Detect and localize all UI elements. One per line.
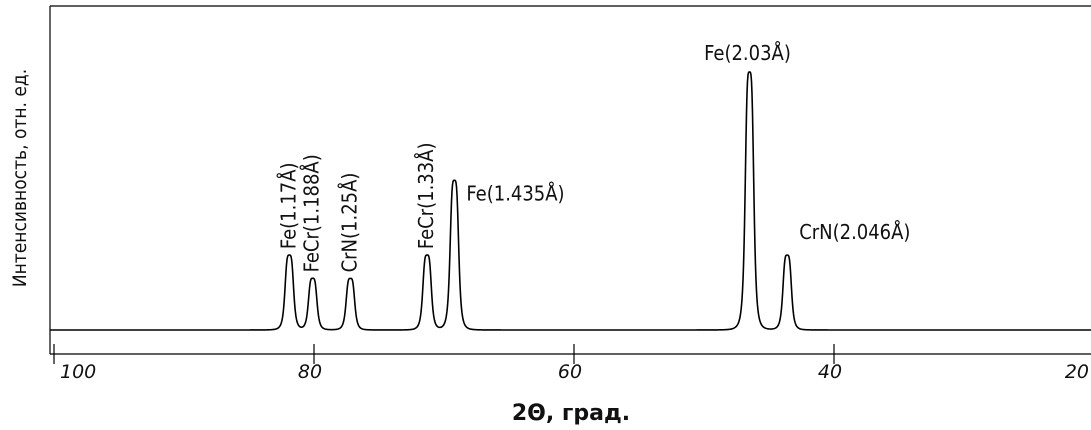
peak-label: CrN(2.046Å) [799, 220, 910, 244]
x-axis-label: 2Θ, град. [512, 401, 630, 426]
x-tick-label: 20 [1065, 361, 1089, 383]
plot-frame [49, 5, 1091, 355]
peak-label: CrN(1.25Å) [337, 173, 361, 273]
x-ticks: 100 80 60 40 20 [53, 344, 1089, 383]
peak-label: FeCr(1.188Å) [300, 154, 324, 272]
peak-label: FeCr(1.33Å) [414, 142, 438, 249]
x-tick-label: 60 [558, 361, 582, 383]
x-tick-label: 80 [298, 361, 322, 383]
y-axis-label: Интенсивность, отн. ед. [9, 69, 31, 287]
peak-labels: Fe(1.17Å) FeCr(1.188Å) CrN(1.25Å) FeCr(1.33… [276, 41, 910, 272]
peak-label: Fe(1.435Å) [466, 181, 564, 205]
x-tick-label: 100 [60, 361, 96, 383]
intensity-curve [50, 71, 1091, 331]
peak-label: Fe(2.03Å) [704, 41, 791, 65]
peak-label: Fe(1.17Å) [276, 162, 300, 249]
x-tick-label: 40 [818, 361, 842, 383]
